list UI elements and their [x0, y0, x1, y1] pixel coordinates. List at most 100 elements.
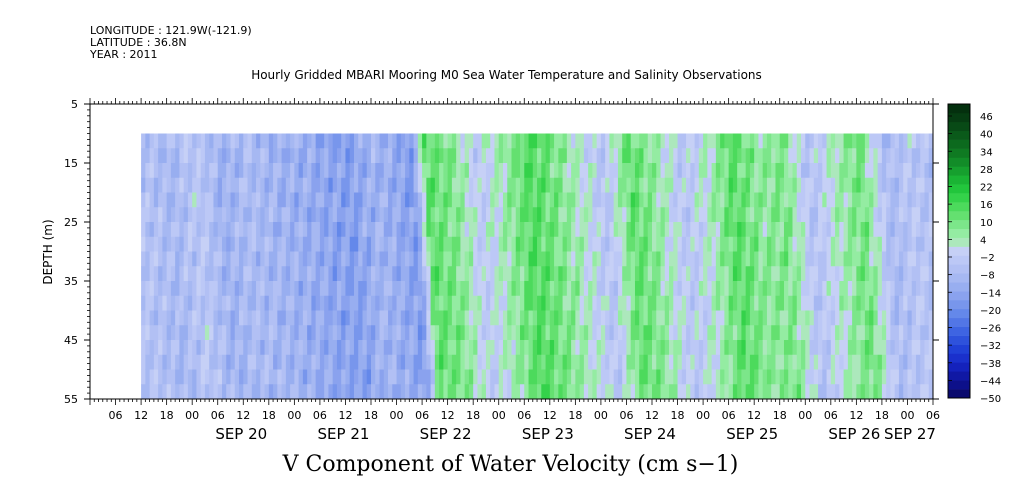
- heatmap-cell: [775, 251, 781, 267]
- heatmap-cell: [226, 325, 231, 341]
- heatmap-cell: [170, 340, 176, 356]
- heatmap-cell: [234, 222, 240, 238]
- heatmap-cell: [852, 325, 857, 341]
- heatmap-cell: [187, 369, 193, 385]
- heatmap-cell: [196, 369, 202, 385]
- heatmap-cell: [179, 281, 185, 297]
- heatmap-cell: [451, 163, 457, 179]
- heatmap-cell: [422, 340, 427, 356]
- heatmap-cell: [749, 310, 755, 326]
- heatmap-cell: [396, 251, 402, 267]
- heatmap-cell: [281, 281, 287, 297]
- colorbar-swatch: [948, 210, 970, 221]
- heatmap-cell: [417, 236, 423, 252]
- heatmap-cell: [141, 310, 146, 326]
- heatmap-cell: [724, 325, 730, 341]
- heatmap-cell: [336, 163, 342, 179]
- heatmap-cell: [439, 251, 444, 267]
- heatmap-cell: [771, 384, 776, 400]
- heatmap-cell: [153, 251, 159, 267]
- heatmap-cell: [600, 251, 606, 267]
- heatmap-cell: [566, 192, 572, 208]
- heatmap-cell: [907, 192, 913, 208]
- heatmap-cell: [903, 325, 908, 341]
- heatmap-cell: [575, 384, 581, 400]
- heatmap-cell: [196, 384, 202, 400]
- heatmap-cell: [647, 192, 653, 208]
- heatmap-cell: [626, 281, 632, 297]
- heatmap-cell: [336, 148, 342, 164]
- heatmap-cell: [707, 177, 713, 193]
- heatmap-cell: [898, 295, 904, 311]
- heatmap-cell: [864, 295, 870, 311]
- heatmap-cell: [290, 266, 295, 282]
- heatmap-cell: [256, 163, 261, 179]
- heatmap-cell: [400, 177, 406, 193]
- heatmap-cell: [502, 133, 508, 149]
- heatmap-cell: [694, 251, 700, 267]
- heatmap-cell: [302, 177, 308, 193]
- heatmap-cell: [911, 163, 917, 179]
- heatmap-cell: [737, 148, 742, 164]
- heatmap-cell: [196, 148, 202, 164]
- heatmap-cell: [422, 325, 427, 341]
- heatmap-cell: [166, 148, 172, 164]
- heatmap-cell: [715, 325, 721, 341]
- heatmap-cell: [239, 222, 244, 238]
- heatmap-cell: [281, 222, 287, 238]
- heatmap-cell: [443, 148, 449, 164]
- heatmap-cell: [758, 148, 764, 164]
- heatmap-cell: [294, 295, 300, 311]
- heatmap-cell: [375, 310, 380, 326]
- heatmap-cell: [366, 236, 372, 252]
- heatmap-cell: [170, 369, 176, 385]
- heatmap-cell: [166, 354, 172, 370]
- heatmap-cell: [353, 354, 359, 370]
- heatmap-cell: [630, 192, 636, 208]
- heatmap-cell: [226, 281, 231, 297]
- heatmap-cell: [443, 207, 449, 223]
- heatmap-cell: [328, 325, 334, 341]
- heatmap-cell: [592, 133, 598, 149]
- heatmap-cell: [502, 354, 508, 370]
- heatmap-cell: [209, 133, 214, 149]
- heatmap-cell: [664, 384, 670, 400]
- heatmap-cell: [886, 207, 891, 223]
- heatmap-cell: [302, 369, 308, 385]
- heatmap-cell: [426, 340, 432, 356]
- heatmap-cell: [822, 207, 827, 223]
- heatmap-cell: [617, 177, 623, 193]
- heatmap-cell: [192, 281, 197, 297]
- heatmap-cell: [600, 310, 606, 326]
- x-hour-label: 18: [466, 409, 480, 422]
- heatmap-cell: [643, 340, 649, 356]
- heatmap-cell: [230, 281, 236, 297]
- heatmap-cell: [158, 369, 163, 385]
- heatmap-cell: [353, 369, 359, 385]
- heatmap-cell: [409, 236, 414, 252]
- heatmap-cell: [788, 222, 793, 238]
- heatmap-cell: [221, 310, 227, 326]
- heatmap-cell: [494, 148, 500, 164]
- heatmap-cell: [728, 148, 734, 164]
- heatmap-cell: [158, 384, 163, 400]
- heatmap-cell: [187, 340, 193, 356]
- heatmap-cell: [894, 177, 900, 193]
- heatmap-cell: [396, 163, 402, 179]
- heatmap-cell: [690, 177, 695, 193]
- heatmap-cell: [617, 369, 623, 385]
- heatmap-cell: [809, 207, 815, 223]
- heatmap-cell: [302, 236, 308, 252]
- heatmap-cell: [660, 354, 666, 370]
- heatmap-cell: [907, 207, 913, 223]
- heatmap-cell: [481, 177, 487, 193]
- heatmap-cell: [388, 207, 393, 223]
- heatmap-cell: [366, 177, 372, 193]
- heatmap-cell: [383, 325, 389, 341]
- heatmap-cell: [375, 369, 380, 385]
- heatmap-cell: [507, 222, 512, 238]
- heatmap-cell: [251, 236, 257, 252]
- heatmap-cell: [473, 266, 478, 282]
- heatmap-cell: [196, 133, 202, 149]
- heatmap-cell: [158, 295, 163, 311]
